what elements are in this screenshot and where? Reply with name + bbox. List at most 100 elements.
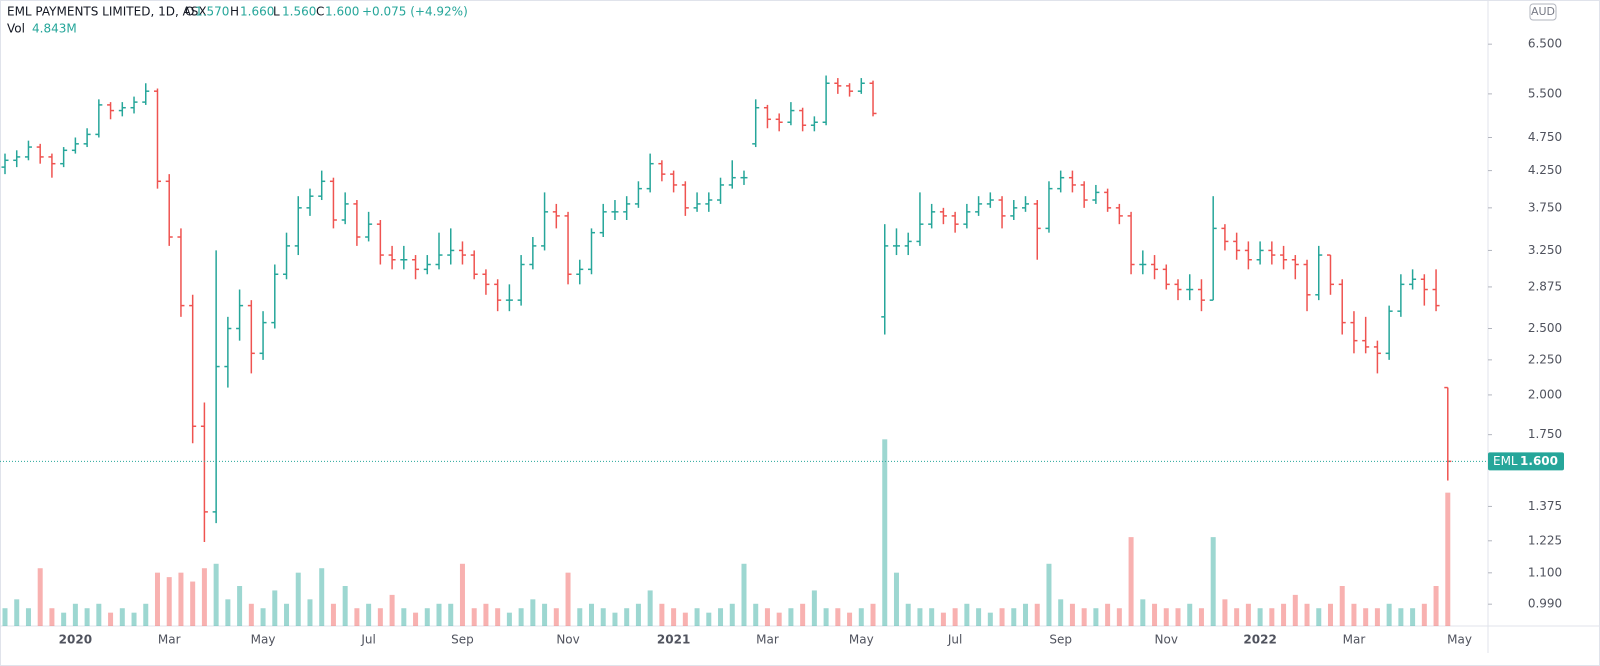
c-label: C [316,5,324,19]
volume-bar [495,608,501,626]
volume-bar [612,612,618,626]
volume-bar [319,568,325,626]
y-tick-label: 3.750 [1528,200,1562,214]
volume-bar [154,572,160,626]
volume-bar [108,612,114,626]
price-bars [1,75,1452,543]
volume-bar [1210,537,1216,626]
volume-bar [389,594,395,626]
volume-bar [729,603,735,626]
volume-bar [882,439,888,626]
volume-bar [518,608,524,626]
volume-bar [272,590,278,626]
volume-bar [1105,603,1111,626]
volume-bar [671,608,677,626]
volume-bar [377,608,383,626]
currency-box[interactable] [1529,3,1557,21]
volume-bar [893,572,899,626]
volume-bar [25,608,31,626]
volume-bar [342,586,348,626]
volume-bar [1433,586,1439,626]
volume-bar [225,599,231,626]
volume-bar [459,563,465,626]
volume-bar [1163,608,1169,626]
volume-bar [436,603,442,626]
volume-bar [424,608,430,626]
volume-bar [131,612,137,626]
y-tick-label: 3.250 [1528,243,1562,257]
volume-bar [84,608,90,626]
x-tick-label: May [251,633,276,647]
volume-bars [2,439,1451,626]
volume-bar [1257,608,1263,626]
volume-bar [307,599,313,626]
currency[interactable]: AUD [1531,5,1555,18]
volume-bar [788,608,794,626]
x-tick-label: Mar [756,633,779,647]
volume-bar [1386,603,1392,626]
volume-bar [800,603,806,626]
volume-bar [542,603,548,626]
volume-bar [413,612,419,626]
volume-bar [694,608,700,626]
x-tick-label: Nov [1155,633,1178,647]
volume-bar [976,608,982,626]
x-tick-label: Sep [451,633,474,647]
y-tick-label: 1.375 [1528,499,1562,513]
volume-bar [330,603,336,626]
y-tick-label: 1.750 [1528,427,1562,441]
x-tick-label: Nov [556,633,579,647]
volume-bar [1445,492,1451,626]
y-tick-label: 1.225 [1528,533,1562,547]
last-price: 1.600 [1520,454,1558,468]
h-label: H [230,5,239,19]
volume-bar [776,612,782,626]
volume-bar [1046,563,1052,626]
volume-bar [401,608,407,626]
volume-bar [589,603,594,626]
volume-bar [952,608,958,626]
volume-bar [847,612,853,626]
last-price-badge [1488,452,1564,471]
volume-bar [1011,608,1017,626]
volume-bar [37,568,43,626]
y-tick-label: 6.500 [1528,37,1562,51]
volume-bar [917,608,923,626]
volume-bar [1304,603,1310,626]
volume-bar [1093,608,1099,626]
o-label: O [185,5,194,19]
volume-bar [1116,608,1122,626]
volume-bar [741,563,747,626]
volume-bar [659,603,665,626]
volume-bar [61,612,67,626]
volume-bar [1128,537,1134,626]
volume-bar [1281,603,1287,626]
volume-bar [858,608,864,626]
volume-bar [354,608,360,626]
volume-bar [1292,594,1298,626]
volume-bar [1363,608,1369,626]
x-tick-label: 2020 [59,633,92,647]
x-tick-label: Jul [947,633,962,647]
y-tick-label: 1.100 [1528,565,1562,579]
volume-bar [1351,603,1357,626]
volume-bar [530,599,536,626]
volume-bar [178,572,184,626]
vol-label: Vol [7,22,25,36]
volume-bar [237,586,243,626]
y-tick-label: 2.000 [1528,387,1562,401]
volume-bar [1175,608,1181,626]
y-tick-label: 0.990 [1528,597,1562,611]
volume-bar [119,608,125,626]
volume-bar [1023,603,1029,626]
volume-bar [1410,608,1416,626]
y-tick-label: 5.500 [1528,86,1562,100]
volume-bar [647,590,653,626]
volume-bar [811,590,817,626]
volume-bar [248,603,254,626]
volume-bar [635,603,641,626]
volume-bar [166,577,172,626]
y-tick-label: 2.875 [1528,279,1562,293]
h-value: 1.660 [240,5,274,19]
